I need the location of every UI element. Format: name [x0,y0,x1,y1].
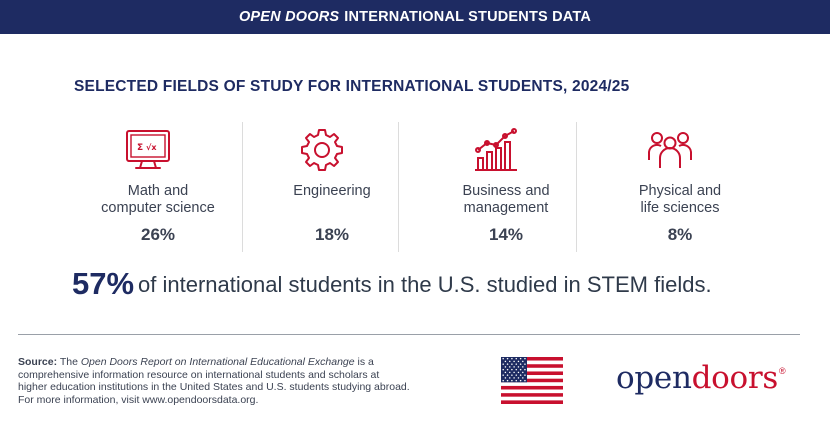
field-label: Physical and life sciences [610,183,750,217]
field-math-computer-science: Σ √x Math and computer science 26% [68,120,242,255]
banner-brand: OPEN DOORS [238,9,340,25]
stem-text: of international students in the U.S. st… [138,272,712,297]
bar-chart-growth-icon [475,128,517,171]
banner-title: INTERNATIONAL STUDENTS DATA [344,9,592,25]
open-doors-logo: opendoors® [616,360,786,396]
field-label-line2: life sciences [640,200,720,216]
field-label-line1: Business and [462,183,550,199]
field-label: Business and management [436,183,576,217]
svg-text:Σ: Σ [137,143,143,153]
column-divider [242,122,243,252]
logo-open: open [616,360,692,396]
field-label-line2: computer science [101,200,215,216]
field-percent: 18% [314,225,350,244]
source-line2: comprehensive information resource on in… [18,368,380,381]
column-divider [576,122,577,252]
source-report-title: Open Doors Report on International Educa… [80,356,355,368]
field-label-line2: management [463,200,549,216]
source-note: Source: The Open Doors Report on Interna… [18,356,448,406]
field-label-line1: Physical and [638,183,722,199]
field-business-management: Business and management 14% [416,120,590,255]
people-group-icon [648,132,692,168]
field-physical-life-sciences: Physical and life sciences 8% [590,120,764,255]
stem-statement: 57% of international students in the U.S.… [72,266,712,302]
registered-mark: ® [779,366,786,376]
source-line4: For more information, visit www.opendoor… [18,393,259,406]
math-computer-icon: Σ √x [126,130,170,169]
svg-text:√x: √x [146,143,157,152]
source-line1-tail: is a [357,356,374,368]
field-label: Math and computer science [88,183,228,217]
field-percent: 14% [488,225,524,244]
fields-row: Σ √x Math and computer science 26% Engin… [68,120,764,255]
field-percent: 26% [140,225,176,244]
column-divider [398,122,399,252]
stem-percent: 57% [72,266,135,301]
source-label: Source: [18,356,58,368]
source-pre: The [59,356,78,368]
field-engineering: Engineering 18% [242,120,416,255]
top-banner: OPEN DOORS INTERNATIONAL STUDENTS DATA [0,0,830,34]
page-title: SELECTED FIELDS OF STUDY FOR INTERNATION… [74,78,630,95]
field-percent: 8% [667,225,693,244]
source-line3: higher education institutions in the Uni… [18,381,410,393]
field-label-line1: Engineering [293,183,371,199]
section-divider [18,334,800,335]
gear-icon [301,129,343,171]
field-label-line1: Math and [127,183,189,199]
us-flag-icon [501,357,563,404]
logo-doors: doors [691,360,779,396]
field-label: Engineering [262,183,402,200]
